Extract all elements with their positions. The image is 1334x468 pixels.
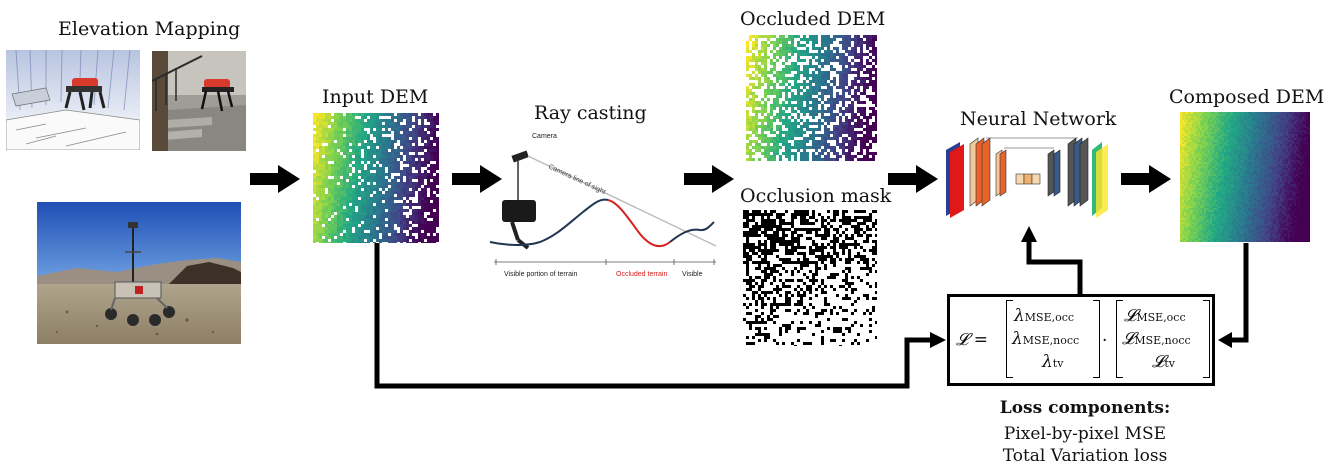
elevation-mapping-title: Elevation Mapping — [58, 18, 241, 40]
elevation-map-render-image — [6, 50, 140, 150]
loss-component-tv: Total Variation loss — [1002, 446, 1168, 466]
neural-network-diagram — [942, 130, 1114, 220]
lambda-mse-occ: λMSE,occ — [1014, 306, 1075, 326]
flow-arrow-3 — [684, 165, 734, 193]
lambda-vector-bracket — [1006, 300, 1100, 378]
flow-arrow-2 — [452, 165, 502, 193]
flow-arrow-5 — [1121, 165, 1171, 193]
occlusion-mask-image — [743, 210, 877, 346]
rover-desert-photo — [37, 202, 241, 344]
loss-formula-box — [947, 294, 1215, 386]
l-mse-nocc: 𝓛MSE,nocc — [1122, 329, 1191, 349]
lambda-mse-nocc: λMSE,nocc — [1012, 329, 1080, 349]
flow-arrow-4 — [888, 165, 938, 193]
occluded-dem-title: Occluded DEM — [740, 8, 886, 30]
composed-dem-title: Composed DEM — [1169, 86, 1325, 108]
l-mse-occ: 𝓛MSE,occ — [1124, 306, 1186, 326]
occlusion-mask-title: Occlusion mask — [740, 185, 892, 207]
camera-label: Camera — [532, 133, 557, 140]
loss-components-title: Loss components: — [999, 398, 1171, 418]
occluded-terrain-label: Occluded terrain — [616, 271, 667, 278]
neural-network-title: Neural Network — [960, 108, 1117, 130]
loss-vector-bracket — [1116, 300, 1210, 378]
composed-dem-heatmap — [1180, 112, 1310, 242]
occluded-dem-heatmap — [746, 35, 877, 161]
lambda-tv: λtv — [1042, 352, 1064, 372]
input-dem-heatmap — [313, 113, 439, 243]
ray-casting-illustration: Camera Camera line of sight Visible port… — [488, 128, 718, 290]
flow-arrow-1 — [250, 165, 300, 193]
input-dem-title: Input DEM — [322, 86, 429, 108]
loss-lhs: 𝓛 = — [956, 330, 989, 350]
loss-component-mse: Pixel-by-pixel MSE — [1003, 424, 1167, 444]
visible-portion-label: Visible portion of terrain — [504, 271, 578, 278]
ray-casting-title: Ray casting — [534, 102, 647, 124]
l-tv: 𝓛tv — [1152, 352, 1175, 372]
dot-operator: · — [1102, 331, 1108, 351]
visible-label: Visible — [682, 271, 703, 278]
staircase-robot-photo — [152, 51, 246, 151]
